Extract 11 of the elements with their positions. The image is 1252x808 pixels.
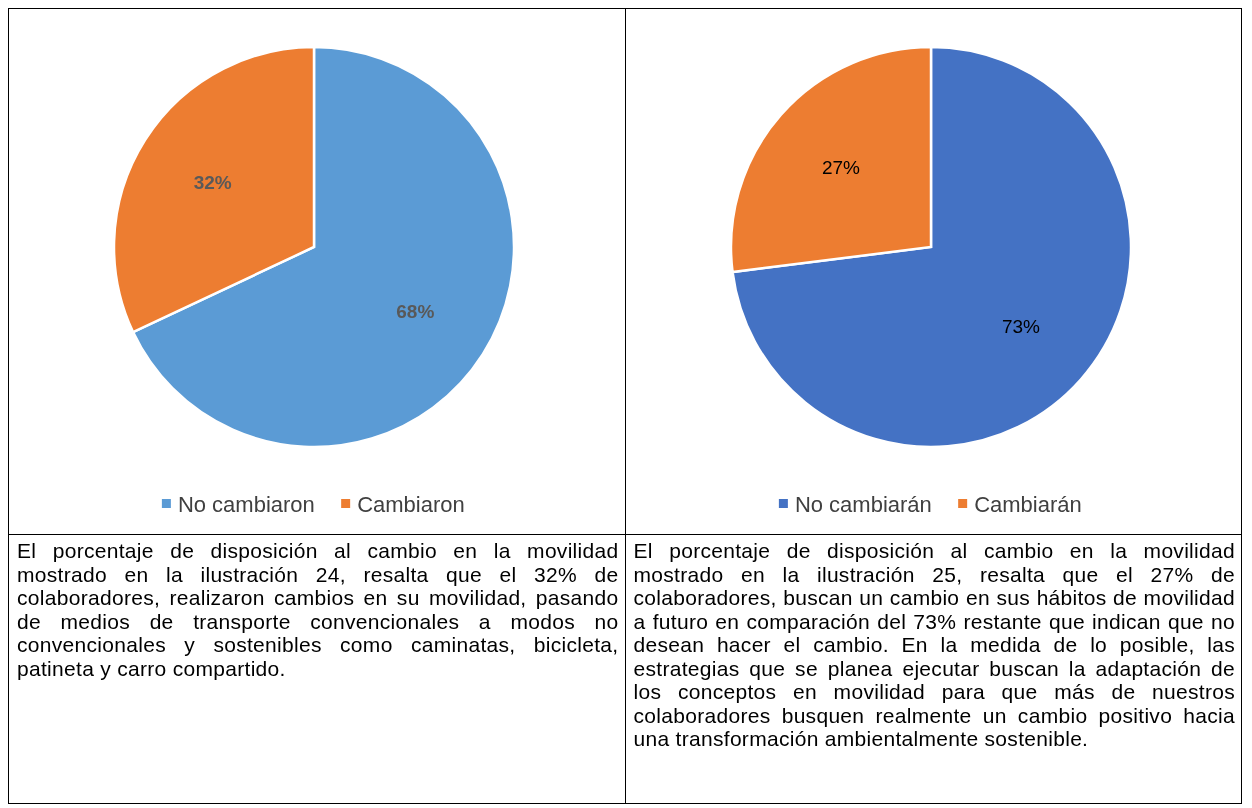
data-label: 32% [193, 172, 232, 194]
legend-label: Cambiarán [973, 491, 1082, 517]
data-label: 27% [821, 157, 860, 179]
text: El porcentaje de disposición al cambio en la movilidad mostrado en la ilustración 25, resalta que el 27% de colaboradores, buscan un cambio en sus hábitos de movilidad a futuro en comparación del 73% restante que indican que no desean hacer el cambio. En la medida de lo posible, las estrategias que se planea ejecutar buscan la adaptación de los conceptos en movilidad para que más de nuestros colaboradores busquen realmente un cambio positivo hacia una transformación ambientalmente sostenible. [633, 539, 1235, 750]
text: El porcentaje de disposición al cambio en la movilidad mostrado en la ilustración 24, resalta que el 32% de colaboradores, realizaron cambios en su movilidad, pasando de medios de transporte convencionales a modos no convencionales y sostenibles como caminatas, bicicleta, patineta y carro compartido. [17, 539, 619, 680]
legend-label: No cambiaron [177, 491, 315, 517]
data-label: 73% [1001, 315, 1040, 337]
legend-label: Cambiaron [357, 491, 465, 517]
legend-label: No cambiarán [794, 491, 932, 517]
data-label: 68% [396, 300, 435, 322]
pie-slice [730, 45, 1132, 449]
